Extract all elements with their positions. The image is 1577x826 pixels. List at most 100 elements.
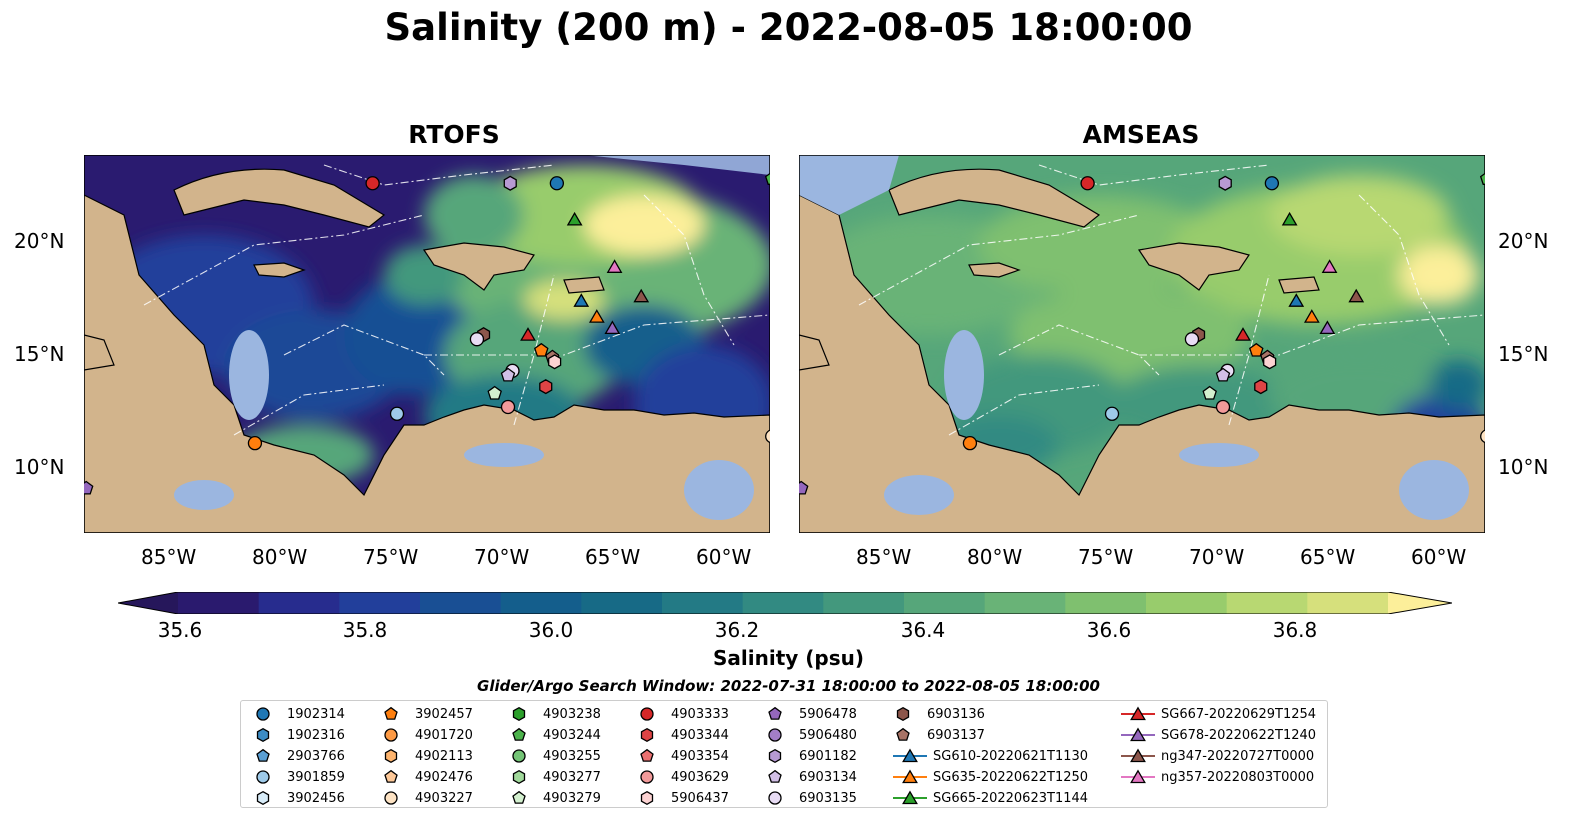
legend-marker-icon	[384, 769, 398, 783]
observation-marker	[549, 176, 565, 191]
legend-item-label: SG678-20220622T1240	[1161, 727, 1317, 743]
observation-marker	[1264, 176, 1280, 191]
legend-item-label: 1902314	[287, 706, 345, 722]
legend-item-label: SG610-20220621T1130	[933, 748, 1089, 764]
lon-label-right-60w: 60°W	[1411, 545, 1467, 569]
observation-marker	[1480, 429, 1485, 444]
legend-item-label: 4903333	[671, 706, 729, 722]
observation-marker	[588, 309, 605, 323]
observation-marker	[539, 379, 553, 395]
legend-marker-icon	[384, 706, 398, 720]
legend-item-label: 5906478	[799, 706, 857, 722]
figure-title: Salinity (200 m) - 2022-08-05 18:00:00	[384, 6, 1193, 49]
shelf-water	[799, 155, 1469, 520]
legend-item-label: 6903137	[927, 727, 985, 743]
search-window-caption: Glider/Argo Search Window: 2022-07-31 18…	[477, 677, 1100, 695]
legend-item-label: 5906480	[799, 727, 857, 743]
colorbar-tick-35-6: 35.6	[157, 618, 203, 642]
colorbar-segment	[178, 592, 260, 614]
observation-marker	[606, 259, 623, 273]
observation-marker	[962, 435, 978, 451]
colorbar-segment	[258, 592, 340, 614]
legend-item-label: 2903766	[287, 748, 345, 764]
legend-item: 3901859	[253, 767, 345, 787]
panel-title-rtofs: RTOFS	[408, 120, 500, 149]
observation-marker	[365, 176, 380, 191]
legend-item-label: 6903135	[799, 790, 857, 806]
legend-item: 4902113	[381, 746, 473, 766]
legend-marker-icon	[768, 791, 782, 805]
legend-item: 4903255	[509, 746, 601, 766]
observation-marker	[633, 288, 650, 303]
colorbar-segment	[1065, 592, 1147, 614]
observation-marker	[1215, 367, 1231, 382]
legend-marker-icon	[896, 727, 910, 741]
legend-item: 4903629	[637, 767, 729, 787]
legend-item: ng357-20220803T0000	[1121, 767, 1314, 787]
observation-marker	[1348, 288, 1365, 303]
legend-marker-icon	[256, 707, 270, 721]
colorbar-segment	[1307, 592, 1389, 614]
legend-marker-icon	[256, 748, 270, 762]
lon-label-right-75w: 75°W	[1078, 545, 1134, 569]
observation-marker	[500, 367, 516, 382]
legend-item-label: 4901720	[415, 727, 473, 743]
legend-item: SG635-20220622T1250	[893, 767, 1088, 787]
colorbar-segment	[339, 592, 421, 614]
legend-item-label: 3901859	[287, 769, 345, 785]
legend-item: 5906437	[637, 788, 729, 808]
legend-item-label: 4903277	[543, 769, 601, 785]
lat-label-right-20n: 20°N	[1498, 229, 1549, 253]
legend-item-label: 4903629	[671, 769, 729, 785]
colorbar-segment	[984, 592, 1066, 614]
legend-marker-icon	[768, 769, 782, 783]
legend-item: 4903244	[509, 725, 601, 745]
legend-marker-icon	[384, 791, 398, 805]
legend-item-label: 3902457	[415, 706, 473, 722]
legend-marker-icon	[640, 748, 654, 762]
legend-item: 6903136	[893, 704, 985, 724]
legend-item-label: 4903238	[543, 706, 601, 722]
colorbar-tick-36-8: 36.8	[1272, 618, 1318, 642]
legend-marker-icon	[512, 706, 526, 722]
observation-marker	[1235, 327, 1251, 341]
panel-title-amseas: AMSEAS	[1082, 120, 1200, 149]
legend-item-label: SG667-20220629T1254	[1161, 706, 1317, 722]
legend-marker-icon	[512, 749, 526, 763]
legend-item: 2903766	[253, 746, 345, 766]
observation-marker	[1080, 176, 1095, 191]
legend-item: 4901720	[381, 725, 473, 745]
colorbar-tick-36-6: 36.6	[1086, 618, 1132, 642]
legend-marker-icon	[1121, 769, 1155, 784]
legend-item: ng347-20220727T0000	[1121, 746, 1314, 766]
legend-marker-icon	[512, 727, 526, 741]
lat-label-right-15n: 15°N	[1498, 342, 1549, 366]
legend-item: 6903134	[765, 767, 857, 787]
observation-marker	[84, 480, 94, 495]
observation-marker	[469, 332, 485, 347]
legend-marker-icon	[893, 790, 927, 805]
legend-item-label: 4903244	[543, 727, 601, 743]
shelf-water	[84, 155, 770, 520]
colorbar-extend-low	[118, 592, 178, 614]
colorbar-segment	[904, 592, 986, 614]
legend-item: 1902314	[253, 704, 345, 724]
legend-marker-icon	[768, 728, 782, 742]
colorbar-tick-35-8: 35.8	[342, 618, 388, 642]
legend-marker-icon	[893, 769, 927, 784]
lon-label-left-75w: 75°W	[363, 545, 419, 569]
observation-marker	[764, 172, 770, 185]
lon-label-left-70w: 70°W	[474, 545, 530, 569]
lat-label-right-10n: 10°N	[1498, 455, 1549, 479]
lon-label-right-80w: 80°W	[967, 545, 1023, 569]
legend-item-label: 6903134	[799, 769, 857, 785]
colorbar-label: Salinity (psu)	[712, 646, 864, 670]
legend-marker-icon	[1121, 727, 1155, 742]
lat-label-left-15n: 15°N	[14, 342, 65, 366]
legend-item-label: 3902456	[287, 790, 345, 806]
lon-label-right-70w: 70°W	[1189, 545, 1245, 569]
legend-item: 5906478	[765, 704, 857, 724]
observation-marker	[1184, 332, 1200, 347]
lon-label-left-65w: 65°W	[585, 545, 641, 569]
observation-marker	[799, 480, 809, 495]
